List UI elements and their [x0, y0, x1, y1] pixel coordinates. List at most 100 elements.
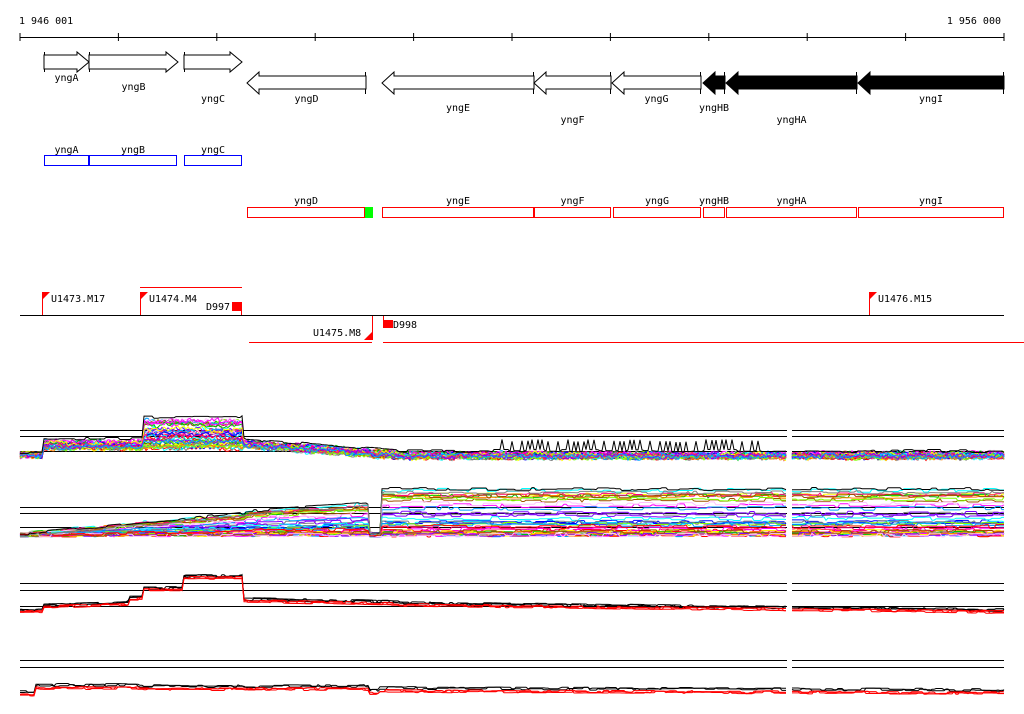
- track2-signal-line: [792, 532, 1004, 538]
- track2-signal-line: [792, 510, 1004, 516]
- transcript-label: yngB: [121, 145, 145, 156]
- gene-arrow-icon: [857, 70, 1005, 96]
- ruler-start-label: 1 946 001: [19, 16, 73, 27]
- gene-yngc[interactable]: yngC: [183, 50, 243, 105]
- gene-track: yngA yngB yngC yngD yngE yngF yngG yngHB yngHA yn…: [43, 50, 1005, 126]
- transcript-box: [382, 207, 534, 218]
- track2-signal-line: [20, 493, 786, 538]
- track2-signal-line: [20, 487, 787, 536]
- track2-signal-line: [792, 492, 1004, 498]
- gene-yngb[interactable]: yngB: [88, 50, 179, 93]
- gene-yngha[interactable]: yngHA: [725, 70, 858, 126]
- gene-arrow-icon: [43, 50, 90, 74]
- gene-ynga[interactable]: yngA: [43, 50, 90, 84]
- gene-arrow-icon: [611, 70, 702, 96]
- track2-signal-line: [792, 506, 1004, 511]
- track2-signal-line: [20, 516, 787, 538]
- transcript-label: yngA: [54, 145, 78, 156]
- marker-u1475-m8[interactable]: U1475.M8: [313, 316, 373, 340]
- track3-signal-line: [791, 608, 1004, 614]
- marker-label: D998: [393, 320, 417, 331]
- gene-ynghb[interactable]: yngHB: [699, 70, 729, 114]
- marker-square-icon: [383, 320, 393, 328]
- marker-d997[interactable]: D997: [206, 302, 242, 315]
- marker-label: U1476.M15: [878, 294, 932, 305]
- marker-track: U1473.M17 U1474.M4 D997 U1476.M15 U1475.…: [20, 287, 1024, 343]
- forward-transcript-yngc[interactable]: yngC: [184, 145, 242, 166]
- marker-square-icon: [232, 302, 241, 311]
- transcript-label: yngI: [919, 196, 943, 207]
- transcript-label: yngE: [446, 196, 470, 207]
- track2-signal-line: [792, 513, 1005, 518]
- transcript-label: yngHA: [776, 196, 806, 207]
- track2-signal-line: [792, 516, 1004, 522]
- transcript-label: yngHB: [699, 196, 729, 207]
- marker-label: U1475.M8: [313, 328, 361, 339]
- reverse-transcript-yngf[interactable]: yngF: [534, 196, 611, 218]
- gene-ynge[interactable]: yngE: [381, 70, 535, 114]
- flag-icon: [140, 292, 148, 300]
- forward-transcript-ynga[interactable]: yngA: [44, 145, 89, 166]
- gene-label: yngHA: [776, 115, 806, 126]
- transcript-box: [534, 207, 611, 218]
- gene-arrow-icon: [88, 50, 179, 74]
- transcript-box: [858, 207, 1004, 218]
- gene-label: yngI: [919, 94, 943, 105]
- expression-signal-tracks: [19, 414, 1005, 697]
- reverse-transcript-track: yngD yngE yngF yngG yngHB yngHA yngI: [247, 196, 1004, 218]
- track4-signal-line: [791, 687, 1004, 692]
- gene-yngf[interactable]: yngF: [533, 70, 612, 126]
- reverse-transcript-ynghb[interactable]: yngHB: [699, 196, 729, 218]
- transcript-label: yngF: [560, 196, 584, 207]
- track2-signal-line: [792, 529, 1004, 535]
- transcript-box: [726, 207, 857, 218]
- transcript-box: [613, 207, 701, 218]
- gene-label: yngB: [121, 82, 145, 93]
- gene-label: yngF: [560, 115, 584, 126]
- track2-signal-line: [19, 505, 786, 538]
- reverse-transcript-yngd[interactable]: yngD: [247, 196, 365, 218]
- track1-signal-line: [19, 438, 787, 462]
- marker-u1473-m17[interactable]: U1473.M17: [42, 292, 105, 315]
- flag-icon: [42, 292, 50, 300]
- track2-signal-line: [20, 531, 787, 538]
- gene-arrow-icon: [246, 70, 367, 96]
- coordinate-ruler: 1 946 001 1 956 000: [19, 16, 1005, 41]
- transcript-box: [89, 155, 177, 166]
- track1-signal-line: [20, 414, 787, 454]
- gene-label: yngHB: [699, 103, 729, 114]
- track3-signal-line: [20, 576, 786, 613]
- gene-yngg[interactable]: yngG: [611, 70, 702, 105]
- track4-signal-line: [20, 686, 786, 697]
- track4-signal-line: [20, 683, 786, 693]
- marker-u1474-m4[interactable]: U1474.M4: [140, 292, 197, 315]
- reverse-transcript-yngg[interactable]: yngG: [613, 196, 701, 218]
- gene-label: yngC: [201, 94, 225, 105]
- track2-signal-line: [792, 490, 1004, 495]
- reverse-transcript-yngha[interactable]: yngHA: [726, 196, 857, 218]
- transcript-box: [703, 207, 725, 218]
- gene-yngi[interactable]: yngI: [857, 70, 1005, 105]
- forward-transcript-yngb[interactable]: yngB: [89, 145, 177, 166]
- gene-label: yngD: [294, 94, 318, 105]
- track2-signal-line: [792, 503, 1005, 509]
- marker-d998[interactable]: D998: [383, 316, 417, 331]
- ruler-end-label: 1 956 000: [947, 16, 1001, 27]
- transcript-label: yngC: [201, 145, 225, 156]
- marker-label: D997: [206, 302, 230, 313]
- track3-signal-line: [791, 606, 1005, 612]
- track2-signal-line: [792, 525, 1004, 530]
- forward-transcript-track: yngA yngB yngC: [44, 145, 242, 166]
- track2-signal-line: [791, 524, 1004, 529]
- gene-yngd[interactable]: yngD: [246, 70, 367, 105]
- track1-signal-line: [792, 449, 1005, 453]
- reverse-transcript-yngi[interactable]: yngI: [858, 196, 1004, 218]
- track2-signal-line: [792, 496, 1005, 502]
- gene-arrow-icon: [702, 70, 726, 96]
- track2-signal-line: [20, 490, 786, 537]
- transcript-box: [247, 207, 365, 218]
- marker-u1476-m15[interactable]: U1476.M15: [869, 292, 932, 315]
- reverse-transcript-ynge[interactable]: yngE: [382, 196, 534, 218]
- track2-signal-line: [20, 524, 786, 537]
